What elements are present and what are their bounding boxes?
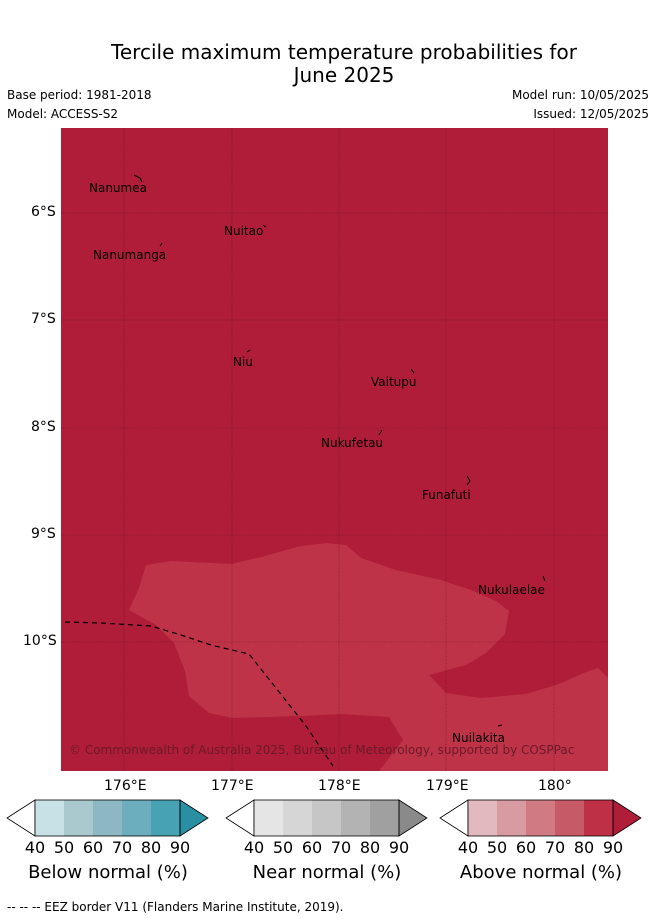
cb-below-frame <box>34 799 181 837</box>
model-name: Model: ACCESS-S2 <box>7 107 119 121</box>
region-above-80 <box>129 543 608 771</box>
cb-near-tick-90: 90 <box>388 838 410 857</box>
cb-above-extend-low <box>439 799 469 837</box>
cb-below-swatch-2 <box>64 800 93 836</box>
cb-near-swatch-4 <box>341 800 370 836</box>
lat-tick-7s: 7°S <box>31 311 56 327</box>
cb-near-frame <box>253 799 400 837</box>
cb-below-tick-60: 60 <box>82 838 104 857</box>
cb-near-extend-low <box>225 799 255 837</box>
cb-near-extend-high <box>398 799 428 837</box>
cb-near-tick-80: 80 <box>359 838 381 857</box>
cb-above-swatch-2 <box>497 800 526 836</box>
cb-below-tick-40: 40 <box>24 838 46 857</box>
lon-tick-176e: 176°E <box>104 778 147 794</box>
graticule <box>61 128 608 771</box>
cb-above-swatch-3 <box>526 800 555 836</box>
cb-above-swatch-1 <box>468 800 497 836</box>
island-label-nanumea: Nanumea <box>89 181 147 195</box>
lon-tick-178e: 178°E <box>318 778 361 794</box>
cb-below-tick-90: 90 <box>169 838 191 857</box>
lat-tick-6s: 6°S <box>31 204 56 220</box>
island-label-nukufetau: Nukufetau <box>321 436 383 450</box>
cb-above-swatch-5 <box>584 800 613 836</box>
cb-above-swatch-4 <box>555 800 584 836</box>
colorbar-label-below: Below normal (%) <box>28 862 188 883</box>
cb-above-extend-high <box>612 799 642 837</box>
title-line-2: June 2025 <box>293 63 395 87</box>
colorbar-above-normal <box>439 799 642 837</box>
cb-above-tick-60: 60 <box>515 838 537 857</box>
colorbar-near-normal <box>225 799 428 837</box>
issued-date: Issued: 12/05/2025 <box>533 107 649 121</box>
colorbar-near-swatches <box>225 799 428 837</box>
island-label-nukulaelae: Nukulaelae <box>478 583 545 597</box>
island-label-vaitupu: Vaitupu <box>371 375 417 389</box>
copyright-notice: © Commonwealth of Australia 2025, Bureau… <box>69 743 574 757</box>
title-line-1: Tercile maximum temperature probabilitie… <box>111 40 577 64</box>
colorbar-label-near: Near normal (%) <box>252 862 402 883</box>
colorbar-below-swatches <box>6 799 209 837</box>
island-shapes <box>133 174 546 727</box>
island-label-funafuti: Funafuti <box>422 488 471 502</box>
map-title: Tercile maximum temperature probabilitie… <box>0 41 655 87</box>
island-label-nuitao: Nuitao <box>224 224 263 238</box>
cb-above-tick-70: 70 <box>544 838 566 857</box>
eez-footer-note: -- -- -- EEZ border V11 (Flanders Marine… <box>7 900 344 914</box>
base-period: Base period: 1981-2018 <box>7 88 152 102</box>
cb-below-tick-50: 50 <box>53 838 75 857</box>
island-label-nuilakita: Nuilakita <box>452 731 505 745</box>
cb-near-swatch-3 <box>312 800 341 836</box>
cb-below-extend-high <box>179 799 209 837</box>
lat-tick-10s: 10°S <box>23 633 57 649</box>
island-label-nanumanga: Nanumanga <box>93 248 166 262</box>
map-panel[interactable]: Nanumea Nuitao Nanumanga Niu Vaitupu Nuk… <box>61 128 608 771</box>
cb-above-tick-50: 50 <box>486 838 508 857</box>
cb-below-swatch-4 <box>122 800 151 836</box>
cb-below-swatch-1 <box>35 800 64 836</box>
cb-near-swatch-1 <box>254 800 283 836</box>
cb-below-tick-70: 70 <box>111 838 133 857</box>
cb-above-frame <box>467 799 614 837</box>
island-label-niu: Niu <box>233 355 253 369</box>
cb-below-tick-80: 80 <box>140 838 162 857</box>
cb-near-tick-60: 60 <box>301 838 323 857</box>
colorbar-below-normal <box>6 799 209 837</box>
cb-above-tick-40: 40 <box>457 838 479 857</box>
cb-near-swatch-5 <box>370 800 399 836</box>
eez-border <box>64 621 334 767</box>
lat-tick-9s: 9°S <box>31 526 56 542</box>
lat-tick-8s: 8°S <box>31 419 56 435</box>
lon-tick-177e: 177°E <box>211 778 254 794</box>
cb-below-swatch-5 <box>151 800 180 836</box>
colorbar-above-swatches <box>439 799 642 837</box>
cb-near-tick-70: 70 <box>330 838 352 857</box>
colorbar-label-above: Above normal (%) <box>459 862 623 883</box>
cb-above-tick-90: 90 <box>602 838 624 857</box>
cb-below-swatch-3 <box>93 800 122 836</box>
cb-above-tick-80: 80 <box>573 838 595 857</box>
cb-near-swatch-2 <box>283 800 312 836</box>
cb-near-tick-40: 40 <box>243 838 265 857</box>
model-run: Model run: 10/05/2025 <box>511 88 649 102</box>
cb-near-tick-50: 50 <box>272 838 294 857</box>
lon-tick-179e: 179°E <box>426 778 469 794</box>
lon-tick-180: 180° <box>538 778 572 794</box>
cb-below-extend-low <box>6 799 36 837</box>
